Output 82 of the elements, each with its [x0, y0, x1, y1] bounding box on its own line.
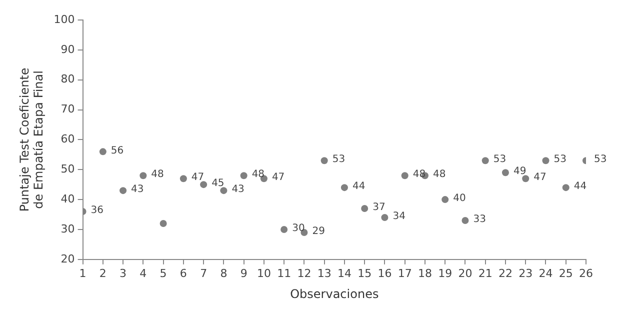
point	[522, 175, 530, 182]
x-tick-label: 4	[140, 266, 147, 280]
x-tick-label: 9	[240, 266, 248, 280]
x-tick-label: 17	[398, 266, 412, 280]
data-label: 48	[432, 169, 446, 180]
point	[482, 157, 489, 164]
data-label: 37	[372, 202, 386, 214]
x-tick-label: 7	[200, 266, 208, 280]
data-label: 48	[252, 169, 265, 180]
x-tick-label: 3	[120, 266, 127, 280]
x-tick-label: 5	[160, 266, 167, 280]
data-label: 43	[131, 184, 144, 196]
point	[220, 187, 228, 194]
x-tick-label: 8	[220, 266, 228, 280]
x-tick-label: 22	[498, 266, 512, 280]
point	[442, 196, 449, 204]
point	[280, 226, 288, 233]
data-label: 44	[352, 181, 366, 192]
data-label: 34	[392, 211, 406, 222]
data-label: 40	[453, 193, 466, 204]
x-tick-label: 24	[538, 266, 553, 280]
y-tick-label: 70	[60, 102, 75, 116]
data-label: 53	[493, 154, 506, 166]
y-tick-label: 60	[60, 132, 75, 146]
data-label: 47	[191, 172, 204, 184]
x-tick-label: 15	[358, 266, 372, 280]
x-tick-label: 20	[458, 266, 472, 280]
y-tick-label: 20	[60, 252, 75, 266]
x-tick-label: 2	[99, 266, 106, 280]
x-tick-label: 13	[317, 266, 332, 280]
point	[140, 172, 147, 180]
y-tick-label: 30	[60, 222, 75, 236]
data-label: 36	[90, 205, 104, 216]
data-label: 53	[594, 154, 607, 166]
x-tick-label: 26	[579, 266, 593, 280]
x-tick-label: 11	[277, 266, 292, 280]
x-tick-label: 1	[79, 266, 86, 280]
point	[381, 214, 388, 222]
x-tick-label: 19	[438, 266, 452, 280]
point	[120, 187, 127, 194]
data-label: 49	[513, 166, 526, 178]
point	[320, 157, 328, 164]
point	[542, 157, 550, 164]
y-tick-label: 50	[60, 162, 75, 176]
point	[340, 184, 348, 192]
x-tick-label: 10	[256, 266, 271, 280]
data-label: 48	[151, 169, 164, 180]
point	[462, 217, 469, 224]
data-label: 47	[534, 172, 546, 184]
x-tick-label: 25	[558, 266, 573, 280]
y-tick-label: 80	[60, 72, 75, 86]
data-label: 47	[272, 172, 285, 184]
y-tick-label: 90	[60, 42, 75, 56]
x-tick-label: 14	[337, 266, 352, 280]
point	[502, 169, 509, 176]
x-tick-label: 16	[378, 266, 392, 280]
y-tick-label: 100	[54, 12, 75, 26]
x-tick-label: 23	[518, 266, 533, 280]
data-label: 44	[574, 181, 587, 192]
point	[240, 172, 248, 180]
y-axis-title: Puntaje Test Coeficiente de Empatía Etapa Final	[17, 68, 46, 212]
data-label: 45	[212, 178, 224, 190]
x-tick-label: 18	[418, 266, 432, 280]
y-tick-label: 40	[60, 192, 75, 206]
data-label: 43	[232, 184, 244, 196]
point	[361, 205, 368, 212]
data-label: 53	[332, 154, 346, 166]
point	[180, 175, 187, 182]
point	[160, 220, 167, 227]
data-label: 33	[473, 214, 486, 226]
data-label: 29	[312, 226, 325, 238]
x-tick-label: 21	[478, 266, 492, 280]
point	[200, 181, 208, 188]
data-label: 53	[554, 154, 566, 166]
point	[99, 148, 106, 156]
x-axis-title: Observaciones	[290, 286, 379, 301]
data-label: 56	[110, 145, 124, 156]
data-label: 30	[292, 223, 305, 234]
x-tick-label: 6	[180, 266, 187, 280]
point	[562, 184, 570, 192]
point	[401, 172, 408, 180]
x-tick-label: 12	[297, 266, 312, 280]
